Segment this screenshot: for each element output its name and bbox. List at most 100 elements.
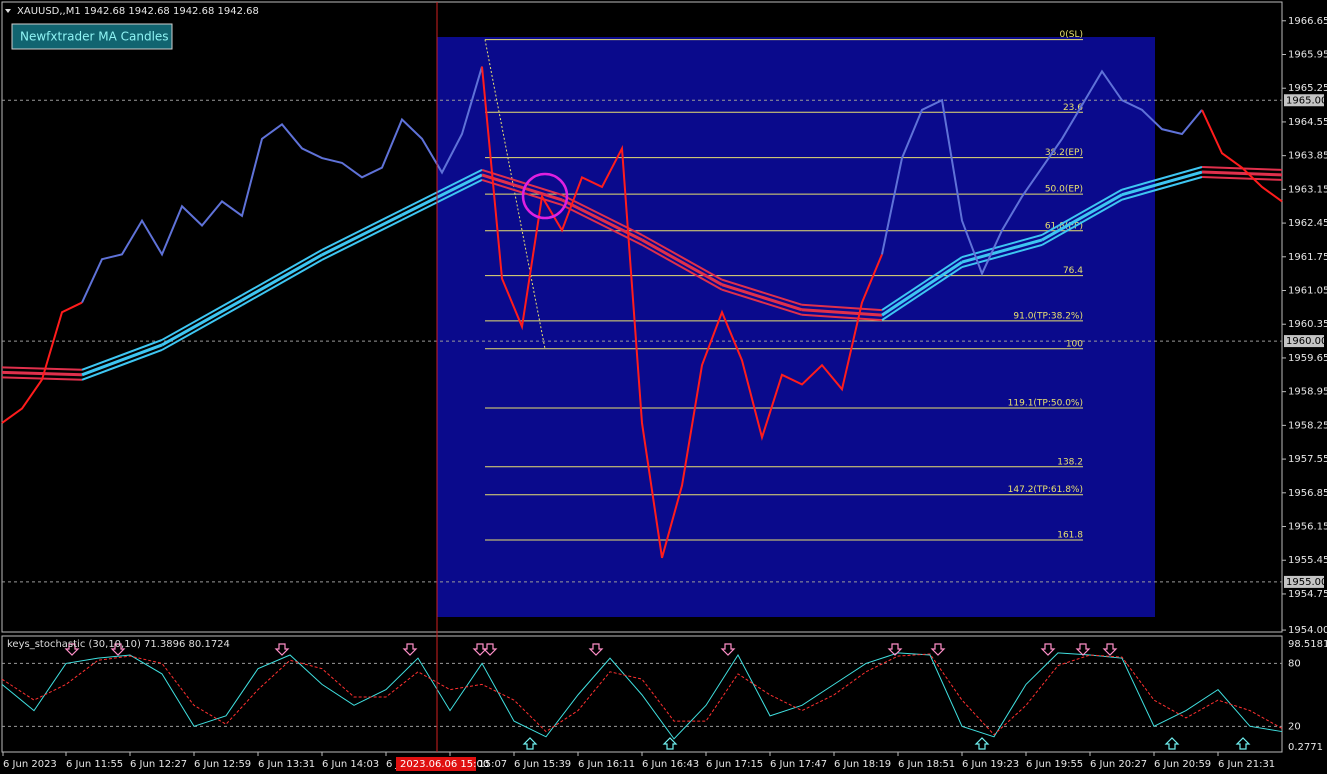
- y-tick-label: 1959.65: [1288, 353, 1327, 364]
- fib-label: 119.1(TP:50.0%): [1008, 399, 1083, 409]
- menu-icon: [5, 9, 11, 13]
- y-tick-label: 98.5181: [1288, 639, 1327, 650]
- ma-line: [321, 208, 403, 251]
- price-line: [881, 69, 1203, 277]
- ma-line: [1201, 170, 1283, 177]
- sell-arrow: [887, 643, 903, 656]
- level-tag: [1284, 94, 1324, 107]
- ma-line: [481, 178, 563, 206]
- level-tag: [1284, 335, 1324, 348]
- sell-arrow: [1040, 643, 1056, 656]
- ma-line: [801, 303, 883, 312]
- ma-line: [1, 370, 83, 377]
- indicator-button[interactable]: [11, 23, 173, 50]
- sell-arrow: [930, 643, 946, 656]
- y-tick-label: 1965.25: [1288, 83, 1327, 94]
- ma-line: [401, 169, 483, 211]
- ma-line: [641, 234, 723, 281]
- y-tick-label: 1962.45: [1288, 218, 1327, 229]
- y-tick-label: 1954.75: [1288, 589, 1327, 600]
- x-tick-label: 6 Jun 18:51: [898, 759, 955, 770]
- ma-line: [161, 294, 243, 341]
- ma-line: [241, 248, 323, 297]
- fib-label: 38.2(EP): [1045, 148, 1083, 158]
- y-tick-label: 1964.55: [1288, 117, 1327, 128]
- fib-label: 138.2: [1057, 457, 1083, 467]
- symbol-info: XAUUSD,,M1 1942.68 1942.68 1942.68 1942.…: [17, 6, 259, 17]
- ma-line: [721, 288, 803, 316]
- sell-arrow: [274, 643, 290, 656]
- buy-arrow: [1235, 737, 1251, 750]
- ma-line: [1041, 188, 1123, 236]
- fib-label: 147.2(TP:61.8%): [1008, 485, 1083, 495]
- fib-label: 23.6: [1063, 103, 1083, 113]
- x-tick-label: 6 Jun 19:23: [962, 759, 1019, 770]
- stochastic-panel: [1, 635, 1283, 753]
- ma-line: [481, 173, 563, 202]
- x-tick-label: 6 Jun 11:55: [66, 759, 123, 770]
- ma-line: [1121, 176, 1203, 201]
- ma-line: [1201, 176, 1283, 181]
- ma-line: [1121, 166, 1203, 191]
- x-tick-label: 6 Jun 17:15: [706, 759, 763, 770]
- ma-line: [961, 243, 1043, 269]
- x-tick-label: 6 Jun 15:39: [514, 759, 571, 770]
- x-tick-label: 6 Jun 16:11: [578, 759, 635, 770]
- ma-line: [241, 253, 323, 302]
- y-tick-label: 1956.15: [1288, 522, 1327, 533]
- fib-label: 161.8: [1057, 531, 1083, 541]
- x-tick-label: 6 Jun 13:31: [258, 759, 315, 770]
- level-tag: [1284, 575, 1324, 588]
- y-tick-label: 1961.75: [1288, 252, 1327, 263]
- x-tick-label: 6 Jun 19:55: [1026, 759, 1083, 770]
- sell-arrow: [64, 643, 80, 656]
- ma-line: [801, 308, 883, 317]
- y-tick-label: 1960.35: [1288, 319, 1327, 330]
- x-tick-label: 6 Jun 17:47: [770, 759, 827, 770]
- ma-line: [81, 343, 163, 377]
- x-tick-label: 6 Jun 12:59: [194, 759, 251, 770]
- fib-zone: [437, 37, 1155, 617]
- fib-label: 100: [1066, 339, 1083, 349]
- x-tick-label: 6 Jun 14:03: [322, 759, 379, 770]
- x-tick-label: 6 Jun 20:27: [1090, 759, 1147, 770]
- button-label[interactable]: Newfxtrader MA Candles: [20, 30, 169, 44]
- main-panel: [1, 1, 1283, 633]
- ma-line: [241, 258, 323, 307]
- ma-line: [881, 266, 963, 321]
- ma-line: [641, 244, 723, 291]
- y-tick-label: 1955.45: [1288, 555, 1327, 566]
- ma-line: [481, 168, 563, 196]
- ma-line: [321, 213, 403, 257]
- cursor-time-tag: [396, 757, 476, 771]
- ma-line: [1, 366, 83, 371]
- x-tick-label: 6 Jun 2023: [3, 759, 57, 770]
- ma-line: [401, 179, 483, 221]
- ma-line: [801, 313, 883, 322]
- sell-arrow: [482, 643, 498, 656]
- y-tick-label: 1965.95: [1288, 50, 1327, 61]
- ma-line: [881, 260, 963, 317]
- sell-arrow: [720, 643, 736, 656]
- price-line: [481, 66, 883, 559]
- ma-line: [881, 256, 963, 311]
- ma-line: [721, 278, 803, 306]
- main-plot: 0(SL)23.638.2(EP)50.0(EP)61.8(EP)76.491.…: [1, 30, 1283, 583]
- fib-trend: [484, 39, 546, 349]
- sell-arrow: [588, 643, 604, 656]
- ma-line: [81, 348, 163, 381]
- stochastic-plot: [1, 643, 1283, 750]
- y-tick-label: 1963.15: [1288, 184, 1327, 195]
- y-tick-label: 1966.65: [1288, 16, 1327, 27]
- price-line: [1, 301, 83, 424]
- fib-label: 0(SL): [1060, 30, 1083, 40]
- fib-label: 50.0(EP): [1045, 185, 1083, 195]
- fib-label: 76.4: [1063, 266, 1083, 276]
- x-tick-label: 6 Jun 18:19: [834, 759, 891, 770]
- y-tick-label: 1961.05: [1288, 286, 1327, 297]
- buy-arrow: [974, 737, 990, 750]
- ma-line: [1041, 193, 1123, 242]
- ma-line: [321, 218, 403, 261]
- buy-arrow: [1164, 737, 1180, 750]
